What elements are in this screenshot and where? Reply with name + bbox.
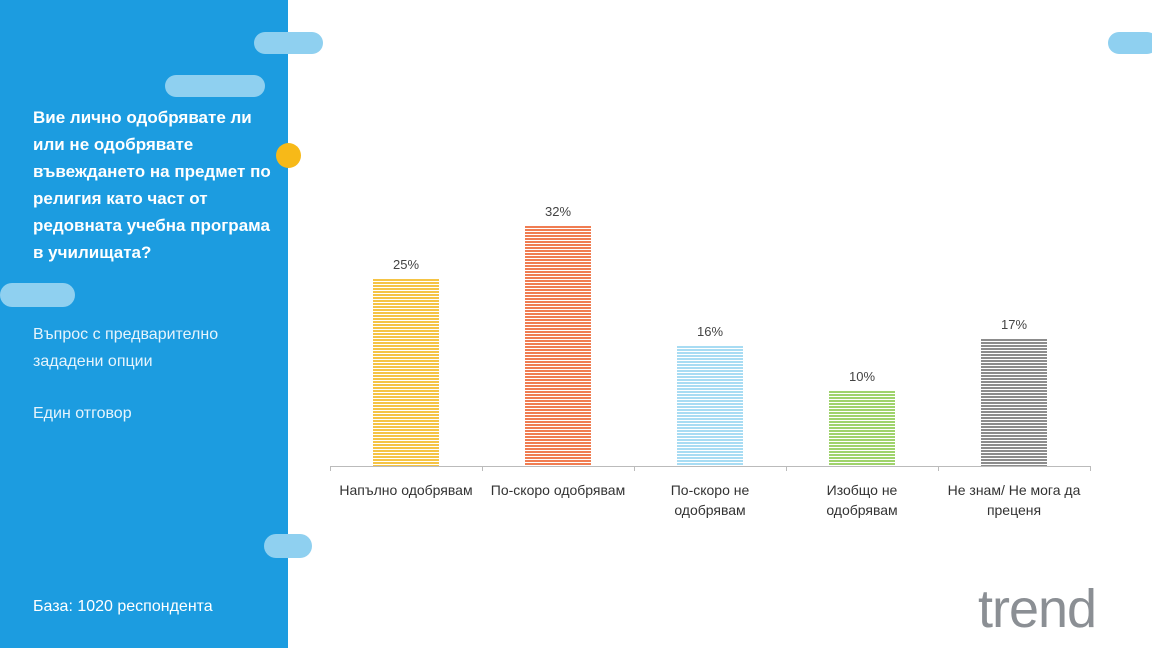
axis-tick [1090, 466, 1091, 471]
bar [677, 346, 743, 466]
decor-dot [276, 143, 301, 168]
x-tick-label: Изобщо не одобрявам [826, 482, 898, 518]
value-label: 17% [1000, 316, 1028, 332]
axis-tick [634, 466, 635, 471]
value-label: 25% [392, 256, 420, 272]
logo: trend [978, 579, 1097, 639]
value-label: 16% [696, 324, 724, 339]
bar [525, 226, 591, 466]
x-tick-label: Не знам/ Не мога да преценя [947, 482, 1081, 518]
value-label: 32% [544, 204, 572, 219]
value-label: 10% [848, 369, 876, 384]
bar [829, 391, 895, 466]
note: Един отговор [33, 405, 132, 422]
x-tick-label: По-скоро одобрявам [490, 482, 626, 498]
note: Въпрос с предварително зададени опции [33, 326, 219, 370]
axis-tick [938, 466, 939, 471]
axis-tick [786, 466, 787, 471]
x-tick-label: По-скоро не одобрявам [670, 482, 750, 518]
bar [981, 338, 1047, 466]
axis-line [330, 466, 1090, 467]
axis-tick [330, 466, 331, 471]
decor-pill [264, 534, 312, 558]
side-panel: Вие лично одобрявате ли или не одобряват… [0, 0, 288, 648]
base: База: 1020 респондента [33, 598, 213, 615]
decor-pill [165, 75, 265, 97]
question: Вие лично одобрявате ли или не одобряват… [33, 108, 271, 262]
decor-pill [0, 283, 75, 307]
axis-tick [482, 466, 483, 471]
bar [373, 278, 439, 466]
decor-pill [254, 32, 323, 54]
x-tick-label: Напълно одобрявам [339, 482, 473, 498]
decor-pill [1108, 32, 1152, 54]
